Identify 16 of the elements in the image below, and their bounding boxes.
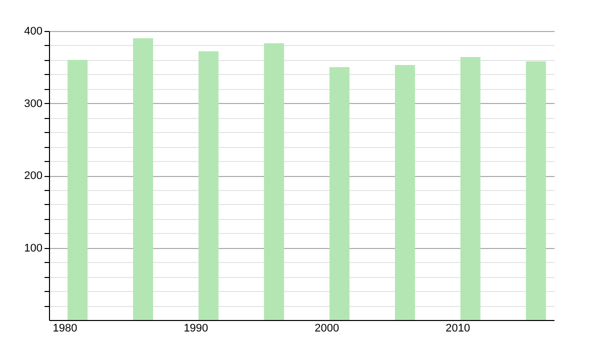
bar	[68, 60, 88, 320]
x-tick-label: 2000	[314, 322, 340, 334]
bar	[133, 38, 154, 320]
bar	[329, 67, 350, 320]
y-tick-label: 300	[24, 98, 42, 110]
bar	[198, 51, 219, 320]
bar	[460, 57, 480, 320]
y-tick-label: 400	[24, 26, 42, 38]
y-tick-label: 100	[24, 242, 42, 254]
x-tick-label: 2010	[446, 322, 470, 334]
y-tick-label: 200	[24, 170, 42, 182]
x-tick-label: 1990	[184, 322, 208, 334]
bar	[394, 64, 415, 320]
bar	[264, 43, 284, 320]
x-tick-label: 1980	[52, 322, 78, 334]
bar	[526, 61, 546, 320]
